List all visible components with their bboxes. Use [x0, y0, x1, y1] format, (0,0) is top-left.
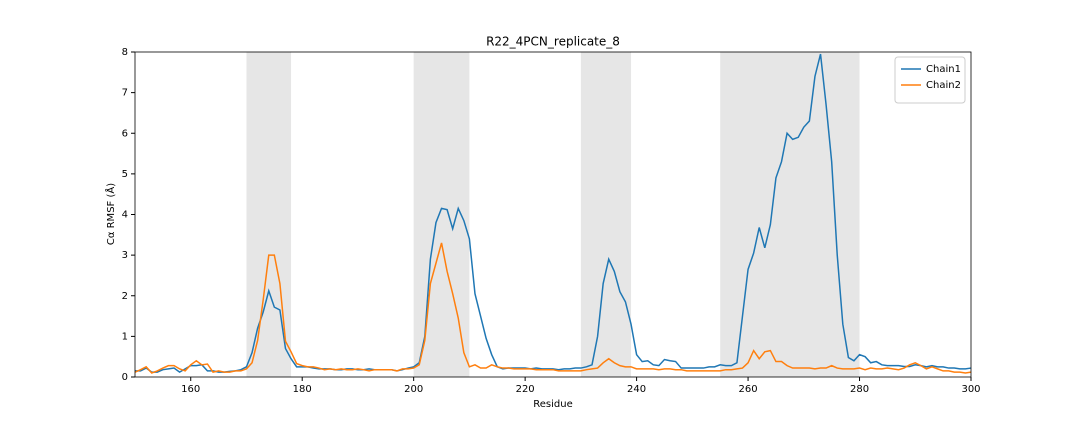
y-tick-label: 2 [122, 291, 128, 302]
y-tick-label: 7 [122, 88, 128, 99]
x-axis-label: Residue [533, 399, 572, 410]
y-tick-label: 6 [122, 128, 128, 139]
y-tick-label: 1 [122, 331, 128, 342]
legend: Chain1 Chain2 [894, 56, 966, 104]
chart-title: R22_4PCN_replicate_8 [486, 35, 620, 49]
x-tick-label: 160 [181, 384, 200, 395]
shaded-span [720, 52, 860, 377]
x-tick-label: 180 [293, 384, 312, 395]
line-series [134, 242, 972, 374]
x-tick-label: 220 [516, 384, 535, 395]
shaded-span [580, 52, 632, 377]
y-axis-label: Cα RMSF (Å) [104, 183, 117, 245]
y-tick-label: 8 [122, 47, 128, 58]
y-tick-label: 3 [122, 250, 128, 261]
x-tick-label: 300 [961, 384, 980, 395]
line-series [135, 53, 972, 374]
x-tick-label: 240 [627, 384, 646, 395]
y-tick-label: 5 [122, 169, 128, 180]
x-tick-label: 200 [404, 384, 423, 395]
shaded-span [413, 52, 470, 377]
x-tick-label: 260 [739, 384, 758, 395]
plot-frame [134, 51, 972, 378]
y-tick-label: 0 [122, 372, 128, 383]
x-tick-label: 280 [850, 384, 869, 395]
legend-label: Chain1 [926, 64, 961, 75]
y-tick-label: 4 [122, 210, 128, 221]
legend-label: Chain2 [926, 80, 961, 91]
